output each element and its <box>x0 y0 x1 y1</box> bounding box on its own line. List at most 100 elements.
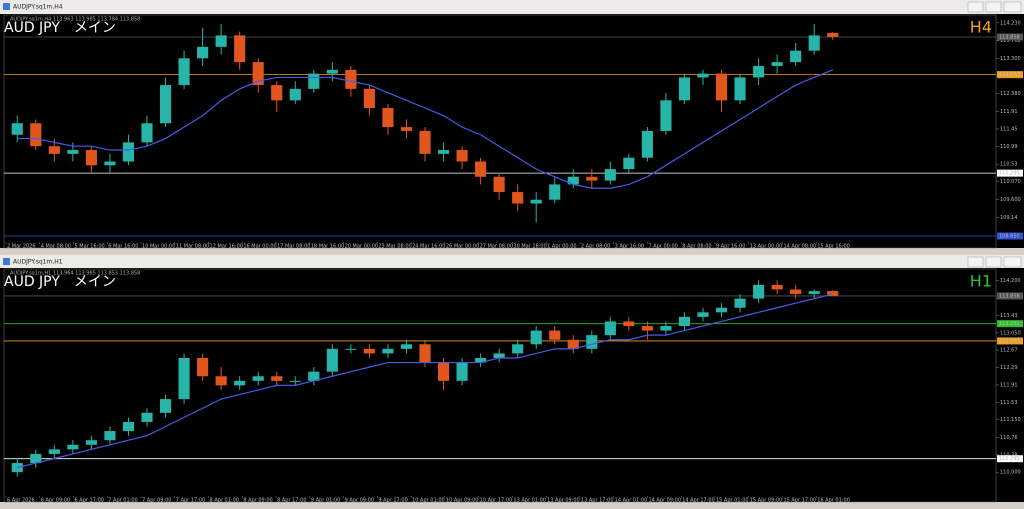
candle-body <box>549 330 561 340</box>
candle-body <box>641 326 653 331</box>
candle-body <box>604 321 616 336</box>
x-tick-label: 12 Mar 16:00 <box>210 244 243 250</box>
x-tick-label: 14 Apr 08:00 <box>783 244 816 250</box>
level-label: 108.650 <box>999 234 1020 240</box>
candle-body <box>715 307 728 313</box>
candle-body <box>345 348 357 350</box>
candle-body <box>567 176 579 185</box>
x-tick-label: 10 Apr 09:00 <box>446 498 479 504</box>
candle-body <box>252 376 264 381</box>
candle-body <box>400 127 413 131</box>
x-tick-label: 8 Apr 01:00 <box>210 498 239 504</box>
candle-body <box>382 348 394 354</box>
y-tick-label: 112.29 <box>1000 365 1018 371</box>
candle-body <box>475 161 487 177</box>
level-tag <box>997 232 1023 240</box>
candle-body <box>827 32 839 38</box>
candle-body <box>567 339 579 349</box>
candle-body <box>456 150 468 162</box>
chart-info: AUDJPY.sq1m,H1 113.964 113.985 113.853 1… <box>10 271 140 277</box>
level-tag <box>997 292 1023 300</box>
y-tick-label: 113.43 <box>1000 313 1018 319</box>
candle-body <box>85 440 97 445</box>
x-tick-label: 20 Mar 00:00 <box>345 244 378 250</box>
candle-body <box>678 77 691 101</box>
candle-body <box>326 69 338 74</box>
x-tick-label: 7 Apr 00:00 <box>648 244 677 250</box>
x-tick-label: 15 Apr 09:00 <box>750 498 783 504</box>
candle-body <box>586 335 598 349</box>
candle-body <box>382 107 394 128</box>
x-tick-label: 10 Apr 01:00 <box>412 498 445 504</box>
x-tick-label: 10 Apr 17:00 <box>480 498 513 504</box>
candle-body <box>660 100 672 131</box>
candle-body <box>326 348 338 372</box>
candle-body <box>289 88 301 101</box>
candle-body <box>141 123 153 143</box>
candle-body <box>697 312 709 317</box>
candle-body <box>178 357 190 400</box>
candle-body <box>437 150 450 154</box>
candle-body <box>215 35 227 47</box>
x-tick-label: 1 Apr 00:00 <box>547 244 576 250</box>
y-tick-label: 110.76 <box>1000 435 1018 441</box>
level-label: 112.873 <box>999 338 1020 344</box>
close-button[interactable] <box>1003 1 1022 13</box>
y-tick-label: 110.53 <box>1000 162 1018 168</box>
candle-body <box>419 130 431 154</box>
chart-area <box>0 14 1024 248</box>
x-tick-label: 27 Mar 08:00 <box>480 244 513 250</box>
x-tick-label: 13 Apr 09:00 <box>547 498 580 504</box>
window-title: AUDJPY.sq1m,H1 <box>13 259 63 266</box>
x-tick-label: 15 Apr 01:00 <box>716 498 749 504</box>
minimize-button[interactable] <box>967 1 984 13</box>
candle-body <box>215 376 227 386</box>
level-tag <box>997 169 1023 177</box>
candle-body <box>271 85 283 101</box>
maximize-button[interactable] <box>985 1 1002 13</box>
candle-body <box>790 289 802 295</box>
candle-body <box>67 444 79 450</box>
y-tick-label: 111.45 <box>1000 127 1018 133</box>
candle-body <box>48 449 60 454</box>
y-tick-label: 113.760 <box>1000 38 1021 44</box>
candle-body <box>104 161 116 166</box>
close-button[interactable] <box>1003 256 1022 268</box>
window-icon <box>3 258 10 265</box>
candle-body <box>85 150 97 166</box>
candle-body <box>790 50 802 63</box>
y-tick-label: 111.91 <box>1000 109 1018 115</box>
y-tick-label: 110.99 <box>1000 144 1018 150</box>
candle-body <box>808 35 820 51</box>
x-tick-label: 13 Apr 01:00 <box>513 498 546 504</box>
candle-body <box>178 58 190 86</box>
candle-body <box>549 184 561 200</box>
x-tick-label: 9 Apr 17:00 <box>378 498 407 504</box>
x-tick-label: 10 Mar 00:00 <box>142 244 175 250</box>
candle-body <box>697 73 709 78</box>
candle-body <box>493 176 505 193</box>
candle-body <box>363 348 375 354</box>
level-label: 110.295 <box>999 171 1020 177</box>
candle-body <box>363 88 375 108</box>
symbol-label: AUD JPY メイン <box>4 20 116 36</box>
candle-body <box>771 284 783 290</box>
x-tick-label: 9 Apr 16:00 <box>716 244 745 250</box>
candle-body <box>715 73 728 101</box>
candle-body <box>289 380 301 382</box>
candle-body <box>11 123 23 135</box>
x-tick-label: 9 Apr 09:00 <box>345 498 374 504</box>
plot-frame <box>3 268 997 503</box>
x-tick-label: 18 Mar 16:00 <box>311 244 344 250</box>
minimize-button[interactable] <box>967 256 984 268</box>
candle-body <box>678 316 691 327</box>
y-tick-label: 109.600 <box>1000 197 1021 203</box>
candle-body <box>30 123 42 147</box>
maximize-button[interactable] <box>985 256 1002 268</box>
level-label: 113.858 <box>999 293 1020 299</box>
x-tick-label: 14 Apr 17:00 <box>682 498 715 504</box>
y-tick-label: 110.000 <box>1000 470 1021 476</box>
x-tick-label: 5 Mar 16:00 <box>75 244 105 250</box>
level-label: 113.251 <box>999 321 1020 327</box>
